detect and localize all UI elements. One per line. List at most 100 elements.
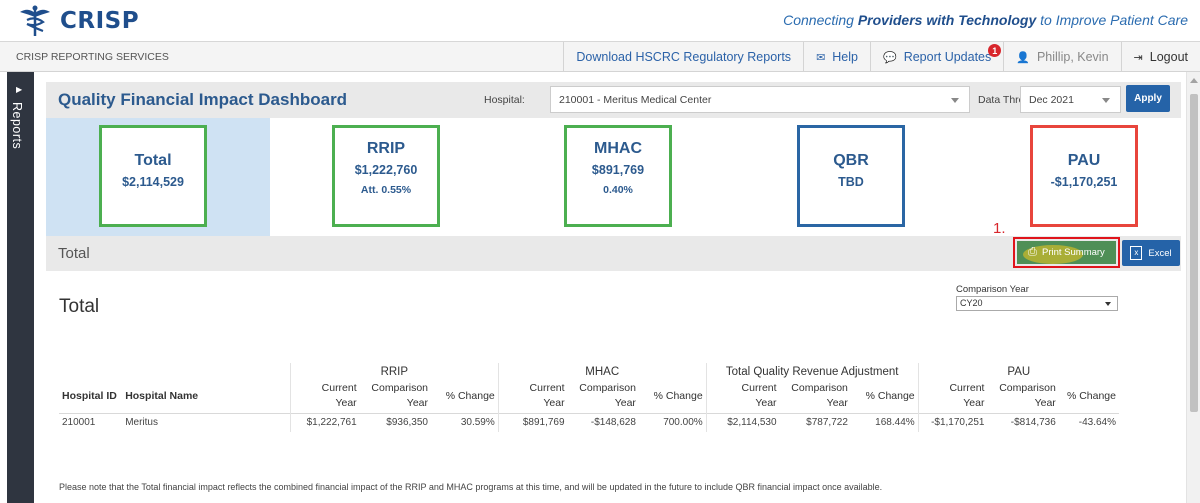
help-link[interactable]: ✉ Help — [803, 42, 870, 72]
cell-pau-pct: -43.64% — [1058, 413, 1119, 432]
cell-tqra-current: $2,114,530 — [705, 413, 780, 432]
col-current-label: Current — [949, 382, 985, 394]
chevron-down-icon — [1105, 302, 1111, 306]
col-current-label: Current — [321, 382, 357, 394]
vertical-scrollbar[interactable] — [1186, 72, 1200, 503]
data-through-value: Dec 2021 — [1029, 94, 1074, 106]
col-year-label: Year — [406, 397, 428, 409]
group-tqra: Total Quality Revenue Adjustment — [705, 363, 919, 381]
mhac-card[interactable]: MHAC $891,769 0.40% — [564, 125, 672, 227]
col-year-label: Year — [963, 397, 985, 409]
col-hospital-name[interactable]: Hospital Name — [125, 389, 199, 402]
report-updates-link[interactable]: 💬 Report Updates 1 — [870, 42, 1003, 72]
reports-side-tab[interactable]: ▶ Reports — [7, 72, 34, 503]
table-row: 210001 Meritus $1,222,761 $936,350 30.59… — [59, 413, 1119, 432]
mhac-card-title: MHAC — [594, 140, 642, 157]
cell-hospital-name: Meritus — [122, 413, 291, 432]
hospital-label: Hospital: — [484, 94, 525, 106]
col-comparison-label: Comparison — [371, 382, 428, 394]
logout-link[interactable]: ⇥ Logout — [1120, 42, 1200, 72]
mhac-card-sub: 0.40% — [603, 184, 633, 196]
tagline-post: to Improve Patient Care — [1036, 12, 1188, 28]
user-menu[interactable]: 👤 Phillip, Kevin — [1003, 42, 1120, 72]
section-title: Total — [59, 296, 100, 317]
col-mhac-current[interactable]: Current Year — [497, 381, 568, 414]
col-year-label: Year — [755, 397, 777, 409]
top-header: CRISP Connecting Providers with Technolo… — [0, 0, 1200, 42]
chevron-down-icon — [951, 98, 959, 103]
col-tqra-comparison[interactable]: Comparison Year — [780, 381, 851, 414]
comment-icon: 💬 — [883, 51, 897, 64]
cell-mhac-comparison: -$148,628 — [567, 413, 639, 432]
cell-mhac-current: $891,769 — [497, 413, 568, 432]
group-spacer — [59, 363, 290, 381]
download-reports-link[interactable]: Download HSCRC Regulatory Reports — [563, 42, 803, 72]
col-comparison-label: Comparison — [579, 382, 636, 394]
total-card-title: Total — [134, 152, 172, 169]
col-year-label: Year — [543, 397, 565, 409]
envelope-icon: ✉ — [816, 51, 826, 64]
col-tqra-current[interactable]: Current Year — [705, 381, 780, 414]
print-summary-button[interactable]: ⎙ Print Summary — [1013, 237, 1120, 268]
logout-label: Logout — [1149, 50, 1188, 64]
col-year-label: Year — [826, 397, 848, 409]
col-year-label: Year — [335, 397, 357, 409]
section-bar-title: Total — [58, 245, 90, 262]
comparison-year-label: Comparison Year — [956, 284, 1029, 295]
scroll-up-arrow-icon[interactable] — [1190, 78, 1198, 83]
cell-tqra-comparison: $787,722 — [779, 413, 851, 432]
hospital-select[interactable]: 210001 - Meritus Medical Center — [550, 86, 970, 113]
data-through-select[interactable]: Dec 2021 — [1020, 86, 1121, 113]
comparison-year-select[interactable]: CY20 — [956, 296, 1118, 311]
table-column-header: Hospital ID Hospital Name Current Year Co… — [59, 381, 1119, 414]
user-icon: 👤 — [1016, 51, 1030, 64]
logout-icon: ⇥ — [1133, 51, 1143, 64]
col-rrip-comparison[interactable]: Comparison Year — [360, 381, 431, 414]
highlight-glow — [1023, 245, 1083, 264]
cell-mhac-pct: 700.00% — [638, 413, 707, 432]
excel-file-icon: x — [1130, 246, 1143, 260]
rrip-card[interactable]: RRIP $1,222,760 Att. 0.55% — [332, 125, 440, 227]
mhac-card-value: $891,769 — [591, 163, 645, 177]
pau-card[interactable]: PAU -$1,170,251 — [1030, 125, 1138, 227]
cell-hospital-id: 210001 — [59, 413, 123, 432]
scrollbar-thumb[interactable] — [1190, 94, 1198, 412]
help-label: Help — [832, 50, 858, 64]
step-annotation: 1. — [993, 220, 1006, 237]
col-rrip-pct[interactable]: % Change — [445, 389, 495, 402]
col-current-label: Current — [529, 382, 565, 394]
excel-label: Excel — [1148, 247, 1172, 259]
summary-table: RRIP MHAC Total Quality Revenue Adjustme… — [59, 363, 1119, 432]
group-mhac: MHAC — [497, 363, 707, 381]
table-group-header: RRIP MHAC Total Quality Revenue Adjustme… — [59, 363, 1119, 381]
qbr-card-value: TBD — [838, 175, 864, 189]
caduceus-logo-icon — [20, 5, 50, 36]
col-mhac-comparison[interactable]: Comparison Year — [568, 381, 639, 414]
excel-button[interactable]: x Excel — [1122, 240, 1180, 266]
col-pau-comparison[interactable]: Comparison Year — [987, 381, 1058, 414]
download-reports-label: Download HSCRC Regulatory Reports — [576, 50, 792, 64]
updates-count-badge: 1 — [988, 44, 1002, 57]
crisp-logo[interactable]: CRISP — [16, 4, 139, 38]
col-pau-current[interactable]: Current Year — [917, 381, 988, 414]
user-name: Phillip, Kevin — [1036, 50, 1109, 64]
rrip-card-value: $1,222,760 — [354, 163, 418, 177]
expand-arrow-icon: ▶ — [16, 85, 23, 94]
total-card-value: $2,114,529 — [122, 175, 184, 189]
footnote: Please note that the Total financial imp… — [59, 482, 883, 492]
col-hospital-id[interactable]: Hospital ID — [62, 389, 117, 402]
apply-button[interactable]: Apply — [1126, 85, 1170, 112]
col-pau-pct[interactable]: % Change — [1066, 389, 1116, 402]
cell-pau-current: -$1,170,251 — [917, 413, 988, 432]
reports-side-label: Reports — [10, 102, 24, 150]
col-tqra-pct[interactable]: % Change — [865, 389, 915, 402]
col-rrip-current[interactable]: Current Year — [289, 381, 360, 414]
col-mhac-pct[interactable]: % Change — [653, 389, 703, 402]
total-card[interactable]: Total $2,114,529 — [99, 125, 207, 227]
pau-card-value: -$1,170,251 — [1050, 175, 1118, 189]
cell-rrip-pct: 30.59% — [431, 413, 499, 432]
col-year-label: Year — [614, 397, 636, 409]
comparison-year-value: CY20 — [960, 298, 983, 308]
qbr-card[interactable]: QBR TBD — [797, 125, 905, 227]
col-year-label: Year — [1034, 397, 1056, 409]
